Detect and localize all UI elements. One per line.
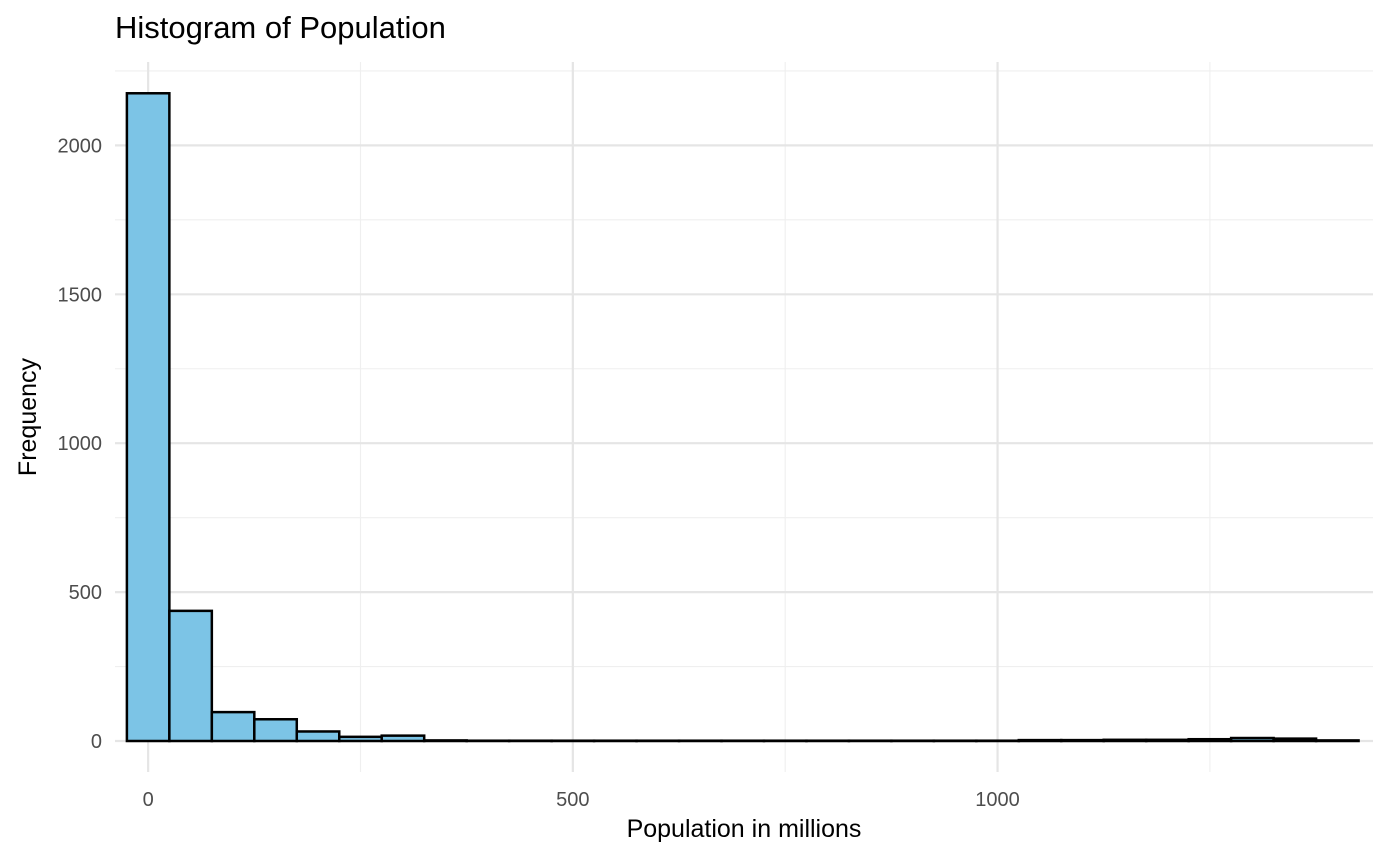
y-axis-title: Frequency <box>14 357 42 476</box>
y-tick-label: 2000 <box>58 135 103 157</box>
y-tick-label: 500 <box>69 582 102 604</box>
bars-layer <box>125 92 1360 743</box>
histogram-bar <box>1144 738 1190 743</box>
x-tick-label: 500 <box>556 789 589 811</box>
histogram-bar <box>295 730 341 743</box>
histogram-bar <box>253 718 299 743</box>
chart-title: Histogram of Population <box>115 10 446 45</box>
histogram-bar <box>337 735 383 743</box>
histogram-bar <box>1229 736 1275 743</box>
histogram-bar <box>1060 738 1105 743</box>
histogram-bar <box>422 739 468 743</box>
y-tick-label: 0 <box>91 731 102 753</box>
histogram-bar <box>125 92 171 743</box>
histogram-bar <box>168 609 214 743</box>
histogram-bar <box>1187 737 1233 743</box>
tick-labels-layer: 0 500 1000 1500 2000 0 500 1000 <box>58 135 1020 811</box>
histogram-bar <box>1272 737 1318 743</box>
grid-layer <box>115 62 1373 772</box>
histogram-bar <box>210 710 256 743</box>
y-tick-label: 1000 <box>58 433 103 455</box>
x-tick-label: 1000 <box>975 789 1020 811</box>
histogram-bar <box>1314 739 1360 743</box>
x-axis-title: Population in millions <box>627 815 862 843</box>
histogram-bar <box>1102 738 1148 743</box>
histogram-bar <box>380 734 426 743</box>
y-tick-label: 1500 <box>58 284 103 306</box>
histogram-bar <box>1017 738 1063 743</box>
x-tick-label: 0 <box>143 789 154 811</box>
